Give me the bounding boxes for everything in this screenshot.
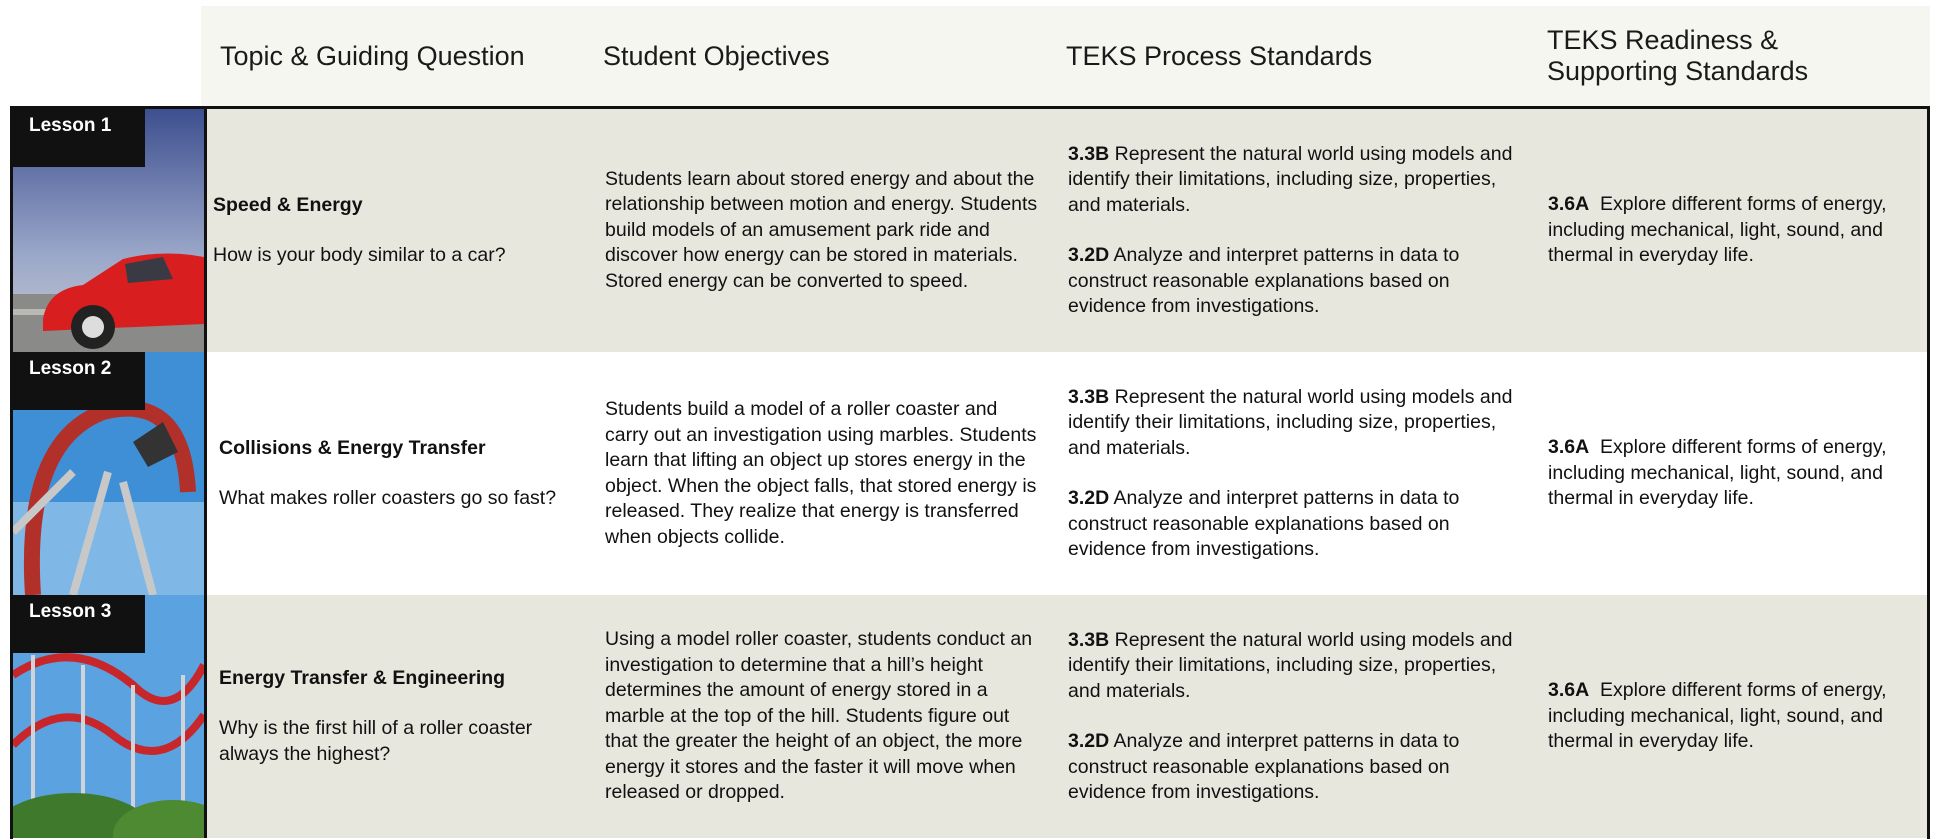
process-cell: 3.3B Represent the natural world using m… bbox=[1068, 595, 1518, 838]
guiding-question: Why is the first hill of a roller coaste… bbox=[219, 717, 533, 765]
standard-code: 3.2D bbox=[1068, 244, 1110, 266]
standard: 3.3B Represent the natural world using m… bbox=[1068, 142, 1518, 219]
topic-cell: Energy Transfer & Engineering Why is the … bbox=[219, 595, 569, 838]
column-header: Topic & Guiding Question bbox=[220, 40, 525, 71]
standard-code: 3.6A bbox=[1548, 436, 1590, 459]
standard-code: 3.3B bbox=[1068, 385, 1110, 408]
standard: 3.2D Analyze and interpret patterns in d… bbox=[1068, 486, 1518, 563]
lesson-row: Lesson 3 Energy Transfer & Engineering Why… bbox=[13, 595, 1927, 838]
guiding-question: What makes roller coasters go so fast? bbox=[219, 487, 557, 509]
objectives: Students learn about stored energy and a… bbox=[605, 167, 1038, 292]
readiness-cell: 3.6A Explore different forms of energy, … bbox=[1548, 109, 1888, 352]
lesson-image: Lesson 2 bbox=[13, 352, 207, 595]
lesson-image: Lesson 3 bbox=[13, 595, 207, 838]
standard-code: 3.6A bbox=[1548, 193, 1590, 216]
standard-text: Analyze and interpret patterns in data t… bbox=[1068, 730, 1460, 803]
readiness-cell: 3.6A Explore different forms of energy, … bbox=[1548, 352, 1888, 595]
lesson-row: Lesson 1 Speed & Energy How is your body s… bbox=[13, 109, 1927, 352]
column-header: TEKS Readiness & Supporting Standards bbox=[1547, 25, 1809, 86]
standard: 3.6A Explore different forms of energy, … bbox=[1548, 192, 1888, 269]
standard: 3.3B Represent the natural world using m… bbox=[1068, 385, 1518, 462]
standard-text: Explore different forms of energy, inclu… bbox=[1548, 436, 1887, 510]
lesson-row: Lesson 2 Collisions & Energy Transfer What… bbox=[13, 352, 1927, 595]
standard: 3.6A Explore different forms of energy, … bbox=[1548, 678, 1888, 755]
topic-title: Collisions & Energy Transfer bbox=[219, 436, 486, 459]
readiness-cell: 3.6A Explore different forms of energy, … bbox=[1548, 595, 1888, 838]
standard-text: Analyze and interpret patterns in data t… bbox=[1068, 487, 1460, 560]
objectives: Students build a model of a roller coast… bbox=[605, 398, 1037, 548]
standard-text: Explore different forms of energy, inclu… bbox=[1548, 193, 1887, 267]
standard-code: 3.3B bbox=[1068, 142, 1110, 165]
standard-text: Explore different forms of energy, inclu… bbox=[1548, 679, 1887, 753]
standard-text: Analyze and interpret patterns in data t… bbox=[1068, 244, 1460, 317]
topic-cell: Collisions & Energy Transfer What makes r… bbox=[219, 352, 569, 595]
standard-code: 3.2D bbox=[1068, 730, 1110, 752]
lesson-label: Lesson 1 bbox=[13, 109, 145, 167]
standard: 3.2D Analyze and interpret patterns in d… bbox=[1068, 729, 1518, 806]
standard-text: Represent the natural world using models… bbox=[1068, 142, 1513, 216]
column-header: TEKS Process Standards bbox=[1066, 40, 1373, 71]
standard-code: 3.3B bbox=[1068, 628, 1110, 651]
lesson-image: Lesson 1 bbox=[13, 109, 207, 352]
standard: 3.2D Analyze and interpret patterns in d… bbox=[1068, 243, 1518, 320]
lesson-label: Lesson 2 bbox=[13, 352, 145, 410]
lesson-label: Lesson 3 bbox=[13, 595, 145, 653]
topic-title: Energy Transfer & Engineering bbox=[219, 666, 506, 689]
standard: 3.6A Explore different forms of energy, … bbox=[1548, 435, 1888, 512]
standard-text: Represent the natural world using models… bbox=[1068, 385, 1513, 459]
standard-code: 3.2D bbox=[1068, 487, 1110, 509]
objectives: Using a model roller coaster, students c… bbox=[605, 628, 1033, 804]
process-cell: 3.3B Represent the natural world using m… bbox=[1068, 109, 1518, 352]
table-body: Lesson 1 Speed & Energy How is your body s… bbox=[10, 106, 1930, 839]
objectives-cell: Using a model roller coaster, students c… bbox=[605, 595, 1045, 838]
topic-title: Speed & Energy bbox=[213, 193, 363, 216]
objectives-cell: Students learn about stored energy and a… bbox=[605, 109, 1045, 352]
objectives-cell: Students build a model of a roller coast… bbox=[605, 352, 1045, 595]
table-header: Topic & Guiding Question Student Objecti… bbox=[201, 6, 1930, 106]
standard-code: 3.6A bbox=[1548, 679, 1590, 702]
standard-text: Represent the natural world using models… bbox=[1068, 628, 1513, 702]
standard: 3.3B Represent the natural world using m… bbox=[1068, 628, 1518, 705]
guiding-question: How is your body similar to a car? bbox=[213, 244, 506, 266]
topic-cell: Speed & Energy How is your body similar t… bbox=[213, 109, 563, 352]
process-cell: 3.3B Represent the natural world using m… bbox=[1068, 352, 1518, 595]
column-header: Student Objectives bbox=[603, 40, 830, 71]
